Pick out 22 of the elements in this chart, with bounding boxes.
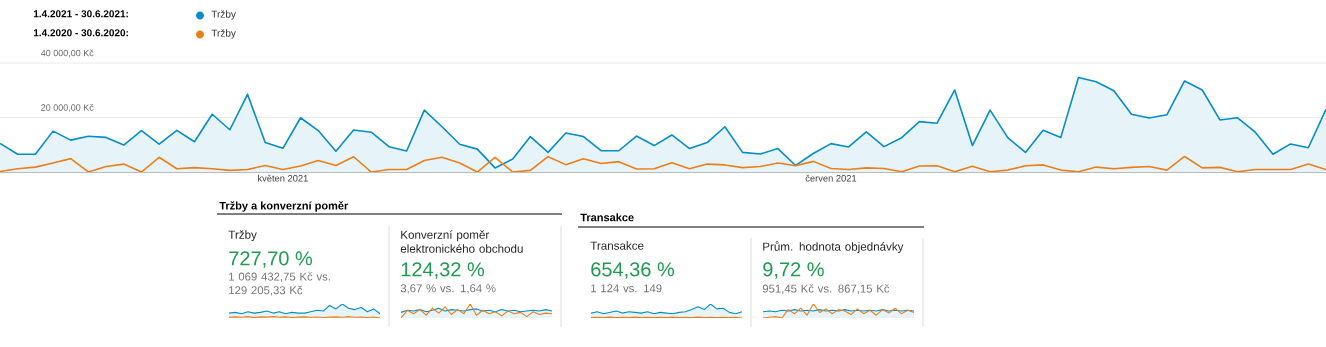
x-tick-label: květen 2021 — [258, 174, 308, 182]
chart-subtitle: 727,70 % — [229, 251, 313, 268]
y-tick-label: 40 000,00 Kč — [40, 49, 94, 58]
x-tick-label: červen 2021 — [805, 174, 857, 182]
chart-title: Prům. hodnota objednávky — [763, 241, 904, 254]
text: 951,45 Kč vs. 867,15 Kč — [762, 284, 890, 294]
text: 1.4.2020 - 30.6.2020: — [33, 29, 128, 37]
chart-title: Transakce — [590, 241, 644, 250]
chart-subtitle: 9,72 % — [763, 262, 824, 279]
chart-title: Konverzní poměr elektronického obchodu — [400, 230, 523, 253]
legend-label: Tržby — [211, 29, 236, 39]
text: Transakce — [580, 213, 634, 222]
text: 1.4.2021 - 30.6.2021: — [33, 10, 128, 18]
y-tick-label: 20 000,00 Kč — [41, 104, 94, 112]
chart-subtitle: 654,36 % — [591, 262, 675, 279]
text: 3,67 % vs. 1,64 % — [400, 284, 496, 294]
legend-label: Tržby — [211, 10, 236, 20]
text: Tržby a konverzní poměr — [219, 201, 349, 212]
text: 1 124 vs. 149 — [591, 284, 662, 293]
chart-title: Tržby — [228, 230, 257, 242]
text: 1 069 432,75 Kč vs. 129 205,33 Kč — [229, 272, 330, 296]
chart-subtitle: 124,32 % — [401, 262, 485, 279]
